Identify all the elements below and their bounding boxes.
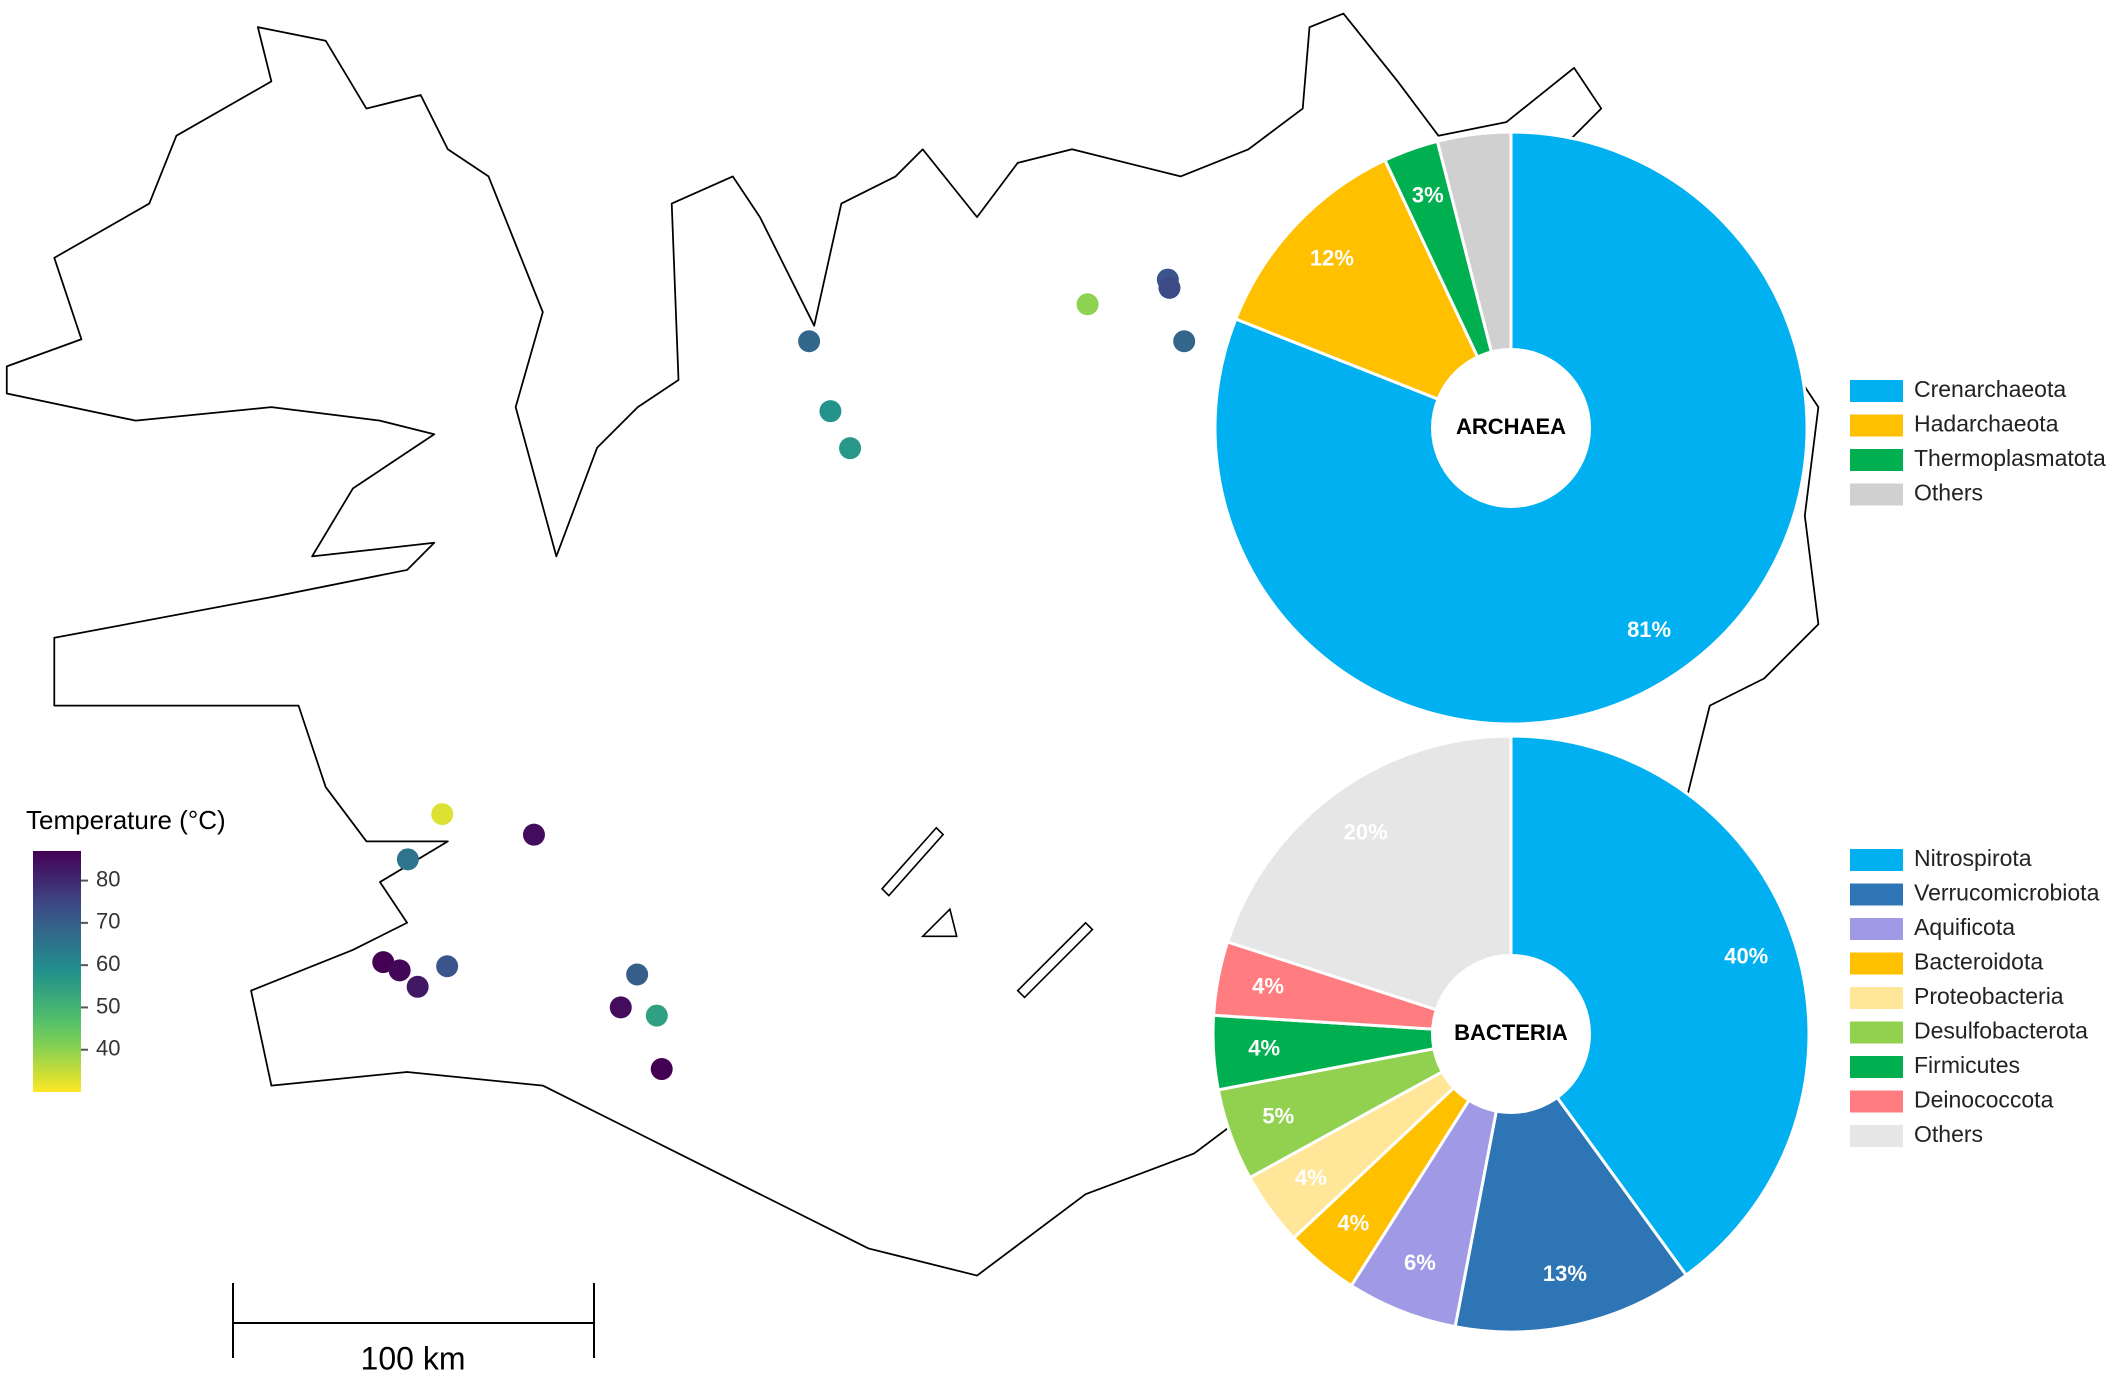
legend-label: Aquificota <box>1914 914 2015 940</box>
legend-label: Desulfobacterota <box>1914 1018 2088 1044</box>
legend-label: Crenarchaeota <box>1914 376 2066 402</box>
site-point <box>650 1058 673 1081</box>
lake <box>880 826 1094 999</box>
pie-slice <box>1213 130 1809 726</box>
site-point <box>798 330 821 353</box>
legend-swatch <box>1850 414 1903 437</box>
legend-swatch <box>1850 1021 1903 1044</box>
slice-label: 6% <box>1404 1250 1436 1275</box>
slice-label: 4% <box>1248 1035 1280 1060</box>
slice-label: 5% <box>1262 1104 1294 1129</box>
center-label: ARCHAEA <box>1456 414 1566 439</box>
slice-label: 20% <box>1344 820 1388 845</box>
legend-swatch <box>1850 483 1903 506</box>
site-point <box>1076 293 1099 316</box>
legend-swatch <box>1850 918 1903 940</box>
pie-slice <box>1233 158 1514 431</box>
colorbar-title: Temperature (°C) <box>26 805 226 835</box>
slice-label: 12% <box>1310 246 1354 271</box>
colorbar-tick-label: 50 <box>96 993 120 1018</box>
legend-label: Proteobacteria <box>1914 983 2064 1009</box>
legend-label: Others <box>1914 480 1983 506</box>
colorbar-tick-label: 80 <box>96 866 120 891</box>
legend-swatch <box>1850 1090 1903 1113</box>
legend-swatch <box>1850 449 1903 471</box>
site-point <box>1173 330 1196 353</box>
slice-label: 4% <box>1337 1210 1369 1235</box>
legend-label: Thermoplasmatota <box>1914 445 2106 471</box>
site-point <box>819 400 842 423</box>
legend-label: Firmicutes <box>1914 1052 2020 1078</box>
center-label: BACTERIA <box>1454 1020 1568 1045</box>
slice-label: 13% <box>1543 1261 1587 1286</box>
slice-label: 40% <box>1724 943 1768 968</box>
site-point <box>1158 276 1181 299</box>
site-point <box>431 803 454 826</box>
slice-label: 4% <box>1295 1165 1327 1190</box>
site-point <box>436 955 459 978</box>
slice-label: 4% <box>1252 973 1284 998</box>
legend-swatch <box>1850 883 1903 906</box>
legend-swatch <box>1850 1056 1903 1078</box>
slice-label: 3% <box>1412 183 1444 208</box>
colorbar-tick-label: 40 <box>96 1036 120 1061</box>
site-point <box>388 959 411 982</box>
donut-hole <box>1431 348 1591 508</box>
legend-swatch <box>1850 1125 1903 1147</box>
colorbar <box>33 851 81 1092</box>
site-point <box>609 996 632 1019</box>
legend-swatch <box>1850 987 1903 1009</box>
legend-label: Verrucomicrobiota <box>1914 880 2100 906</box>
legend-label: Others <box>1914 1121 1983 1147</box>
pie-slice <box>1225 734 1513 1037</box>
site-point <box>522 823 545 846</box>
scale-label: 100 km <box>361 1340 466 1376</box>
site-point <box>839 437 862 460</box>
legend-label: Bacteroidota <box>1914 949 2043 975</box>
legend-swatch <box>1850 952 1903 975</box>
legend-swatch <box>1850 380 1903 402</box>
scale-bar <box>232 1283 595 1358</box>
legend-label: Hadarchaeota <box>1914 411 2059 437</box>
slice-label: 81% <box>1627 617 1671 642</box>
site-point <box>406 975 429 998</box>
legend-label: Nitrospirota <box>1914 845 2032 871</box>
site-point <box>372 951 395 974</box>
site-point <box>645 1004 668 1027</box>
site-point <box>626 963 649 986</box>
donut-hole <box>1431 954 1591 1114</box>
legend-swatch <box>1850 849 1903 871</box>
site-point <box>396 848 419 871</box>
legend-label: Deinococcota <box>1914 1087 2054 1113</box>
pie-slice <box>1509 734 1811 1278</box>
colorbar-tick-label: 70 <box>96 909 120 934</box>
colorbar-tick-label: 60 <box>96 951 120 976</box>
